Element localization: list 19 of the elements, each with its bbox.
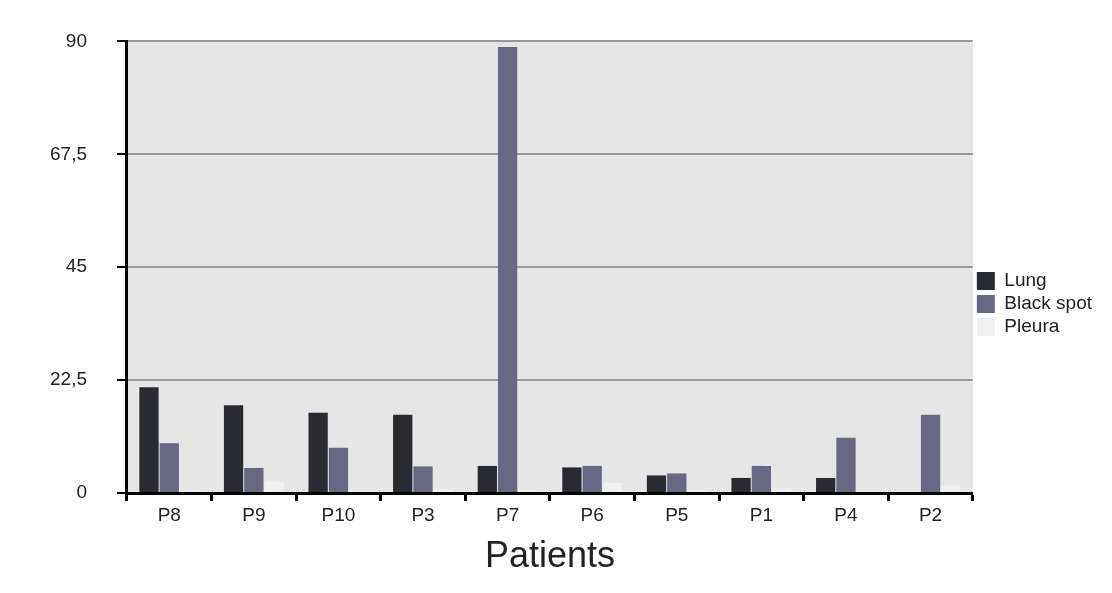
x-tick-label: P5 bbox=[665, 503, 689, 525]
legend-label: Black spot bbox=[1004, 292, 1093, 314]
x-tick-label: P2 bbox=[918, 503, 943, 525]
y-tick-label: 22,5 bbox=[50, 368, 87, 390]
x-tick-label: P10 bbox=[321, 503, 356, 525]
y-tick-label: 45 bbox=[65, 255, 87, 277]
legend-label: Pleura bbox=[1004, 315, 1060, 337]
x-tick-label: P1 bbox=[749, 503, 774, 525]
x-tick-label: P4 bbox=[834, 503, 859, 525]
x-tick-label: P6 bbox=[580, 503, 604, 525]
x-tick-label: P9 bbox=[242, 503, 266, 525]
x-tick-label: P7 bbox=[496, 503, 520, 525]
y-tick-label: 90 bbox=[65, 29, 87, 51]
y-tick-label: 67,5 bbox=[50, 142, 87, 164]
legend-label: Lung bbox=[1004, 269, 1047, 291]
y-tick-label: 0 bbox=[76, 481, 87, 503]
x-tick-label: P3 bbox=[411, 503, 435, 525]
x-axis-title: Patients bbox=[484, 534, 615, 576]
x-tick-label: P8 bbox=[157, 503, 181, 525]
